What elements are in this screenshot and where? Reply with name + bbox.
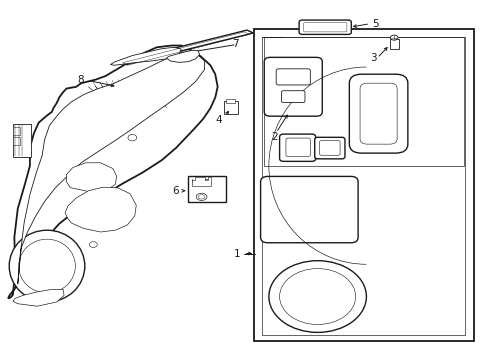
FancyBboxPatch shape <box>314 137 344 159</box>
FancyBboxPatch shape <box>303 23 346 32</box>
Ellipse shape <box>268 261 366 332</box>
Bar <box>389 39 398 49</box>
Bar <box>226 99 235 103</box>
Text: 4: 4 <box>216 115 222 125</box>
Ellipse shape <box>279 269 355 324</box>
Text: 5: 5 <box>371 19 378 29</box>
Polygon shape <box>8 45 217 298</box>
FancyBboxPatch shape <box>281 91 305 103</box>
Ellipse shape <box>89 242 97 247</box>
FancyBboxPatch shape <box>260 176 357 243</box>
Polygon shape <box>18 51 204 284</box>
Bar <box>223 101 238 114</box>
Ellipse shape <box>128 134 137 141</box>
Polygon shape <box>191 177 211 186</box>
Bar <box>13 127 20 135</box>
Ellipse shape <box>9 230 84 302</box>
Polygon shape <box>65 187 136 232</box>
FancyBboxPatch shape <box>276 69 310 85</box>
Text: 1: 1 <box>233 248 240 258</box>
Bar <box>188 176 226 202</box>
Bar <box>264 37 463 166</box>
Bar <box>254 30 473 341</box>
Text: 7: 7 <box>231 40 238 49</box>
Text: 8: 8 <box>78 75 84 85</box>
Ellipse shape <box>19 239 75 293</box>
Bar <box>13 137 20 145</box>
FancyBboxPatch shape <box>279 134 315 161</box>
Bar <box>13 125 31 157</box>
Bar <box>261 37 465 335</box>
Text: 3: 3 <box>369 53 376 63</box>
Polygon shape <box>120 30 253 64</box>
Polygon shape <box>66 163 117 192</box>
Ellipse shape <box>196 193 206 201</box>
Text: 2: 2 <box>271 132 277 142</box>
Polygon shape <box>166 50 199 62</box>
Text: 6: 6 <box>172 186 179 196</box>
Ellipse shape <box>389 35 397 40</box>
Polygon shape <box>110 47 181 65</box>
FancyBboxPatch shape <box>264 57 322 116</box>
FancyBboxPatch shape <box>299 20 350 35</box>
FancyBboxPatch shape <box>359 83 396 144</box>
Ellipse shape <box>198 195 204 199</box>
Polygon shape <box>13 289 64 306</box>
FancyBboxPatch shape <box>285 138 310 157</box>
FancyBboxPatch shape <box>348 74 407 153</box>
FancyBboxPatch shape <box>319 140 339 155</box>
